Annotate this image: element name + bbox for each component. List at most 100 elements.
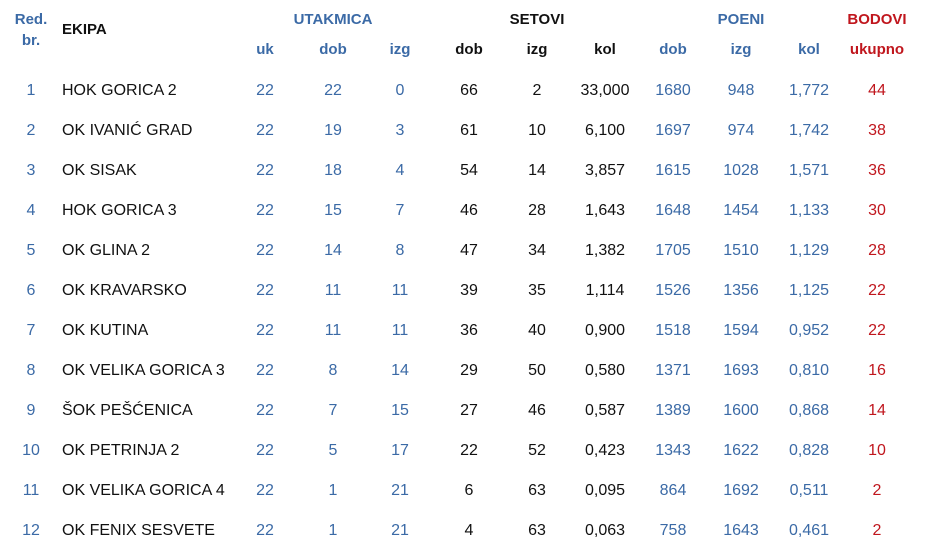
table-cell: 38: [868, 122, 886, 139]
table-cell: 39: [460, 282, 478, 299]
table-cell: 1371: [655, 362, 691, 379]
table-cell: 36: [460, 322, 478, 339]
table-cell: 7: [26, 322, 36, 339]
table-cell: 1510: [723, 242, 759, 259]
table-cell: 8: [26, 362, 36, 379]
team-header: EKIPA: [62, 21, 107, 38]
team-name: OK KUTINA: [62, 322, 149, 339]
table-cell: 52: [528, 442, 546, 459]
table-cell: 22: [324, 82, 342, 99]
team-name: OK PETRINJA 2: [62, 442, 180, 459]
table-cell: 0,810: [788, 362, 830, 379]
table-cell: 6: [26, 282, 36, 299]
table-cell: 22: [256, 482, 274, 499]
table-cell: 1648: [655, 202, 691, 219]
table-cell: 8: [395, 242, 405, 259]
table-cell: 4: [464, 522, 474, 539]
group-header: SETOVI: [509, 11, 565, 28]
table-cell: 11: [391, 282, 409, 299]
table-cell: 758: [659, 522, 687, 539]
table-cell: 1356: [723, 282, 759, 299]
team-name: OK SISAK: [62, 162, 137, 179]
table-cell: 7: [328, 402, 338, 419]
table-cell: 14: [868, 402, 886, 419]
team-name: ŠOK PEŠĆENICA: [62, 402, 193, 419]
table-cell: 50: [528, 362, 546, 379]
table-cell: 0,587: [584, 402, 626, 419]
table-cell: 5: [26, 242, 36, 259]
table-cell: 63: [528, 482, 546, 499]
table-cell: 22: [868, 322, 886, 339]
table-cell: 28: [528, 202, 546, 219]
table-cell: 22: [256, 82, 274, 99]
table-cell: 12: [22, 522, 40, 539]
table-cell: 17: [391, 442, 409, 459]
table-cell: 1643: [723, 522, 759, 539]
table-cell: 46: [460, 202, 478, 219]
table-cell: 1692: [723, 482, 759, 499]
column-header: izg: [389, 41, 411, 58]
table-cell: 22: [460, 442, 478, 459]
table-cell: 1697: [655, 122, 691, 139]
table-cell: 35: [528, 282, 546, 299]
table-cell: 948: [727, 82, 755, 99]
table-cell: 0,952: [788, 322, 830, 339]
column-header: ukupno: [849, 41, 905, 58]
team-name: OK VELIKA GORICA 3: [62, 362, 225, 379]
table-cell: 34: [528, 242, 546, 259]
team-name: HOK GORICA 2: [62, 82, 177, 99]
table-cell: 22: [256, 202, 274, 219]
table-cell: 4: [395, 162, 405, 179]
table-cell: 21: [391, 482, 409, 499]
team-name: OK FENIX SESVETE: [62, 522, 215, 539]
table-cell: 22: [256, 402, 274, 419]
table-cell: 15: [324, 202, 342, 219]
table-cell: 1389: [655, 402, 691, 419]
column-header: kol: [798, 41, 820, 58]
table-cell: 0,095: [584, 482, 626, 499]
table-cell: 0: [395, 82, 405, 99]
table-cell: 19: [324, 122, 342, 139]
table-cell: 1,382: [584, 242, 626, 259]
table-cell: 1693: [723, 362, 759, 379]
table-cell: 974: [727, 122, 755, 139]
column-header: kol: [594, 41, 616, 58]
table-cell: 40: [528, 322, 546, 339]
column-header: izg: [730, 41, 752, 58]
column-header: dob: [319, 41, 347, 58]
table-cell: 9: [26, 402, 36, 419]
table-cell: 0,511: [789, 482, 829, 499]
table-cell: 0,580: [584, 362, 626, 379]
table-cell: 44: [868, 82, 886, 99]
table-cell: 1,125: [788, 282, 830, 299]
table-cell: 3: [395, 122, 405, 139]
table-cell: 36: [868, 162, 886, 179]
rank-header: br.: [21, 32, 41, 49]
team-name: OK VELIKA GORICA 4: [62, 482, 225, 499]
table-cell: 22: [256, 522, 274, 539]
rank-header: Red.: [14, 11, 48, 28]
table-cell: 10: [868, 442, 886, 459]
table-cell: 2: [26, 122, 36, 139]
table-cell: 10: [22, 442, 40, 459]
table-cell: 11: [391, 322, 409, 339]
table-cell: 22: [256, 122, 274, 139]
table-cell: 0,828: [788, 442, 830, 459]
table-cell: 1705: [655, 242, 691, 259]
table-cell: 14: [528, 162, 546, 179]
table-cell: 6: [464, 482, 474, 499]
table-cell: 1028: [723, 162, 759, 179]
table-cell: 5: [328, 442, 338, 459]
table-cell: 1,571: [788, 162, 830, 179]
table-cell: 0,461: [788, 522, 830, 539]
table-cell: 11: [324, 282, 342, 299]
table-cell: 8: [328, 362, 338, 379]
table-cell: 1,643: [584, 202, 626, 219]
table-cell: 29: [460, 362, 478, 379]
table-cell: 1,114: [585, 282, 625, 299]
table-cell: 0,423: [584, 442, 626, 459]
table-cell: 2: [532, 82, 542, 99]
group-header: POENI: [717, 11, 765, 28]
table-cell: 22: [256, 162, 274, 179]
